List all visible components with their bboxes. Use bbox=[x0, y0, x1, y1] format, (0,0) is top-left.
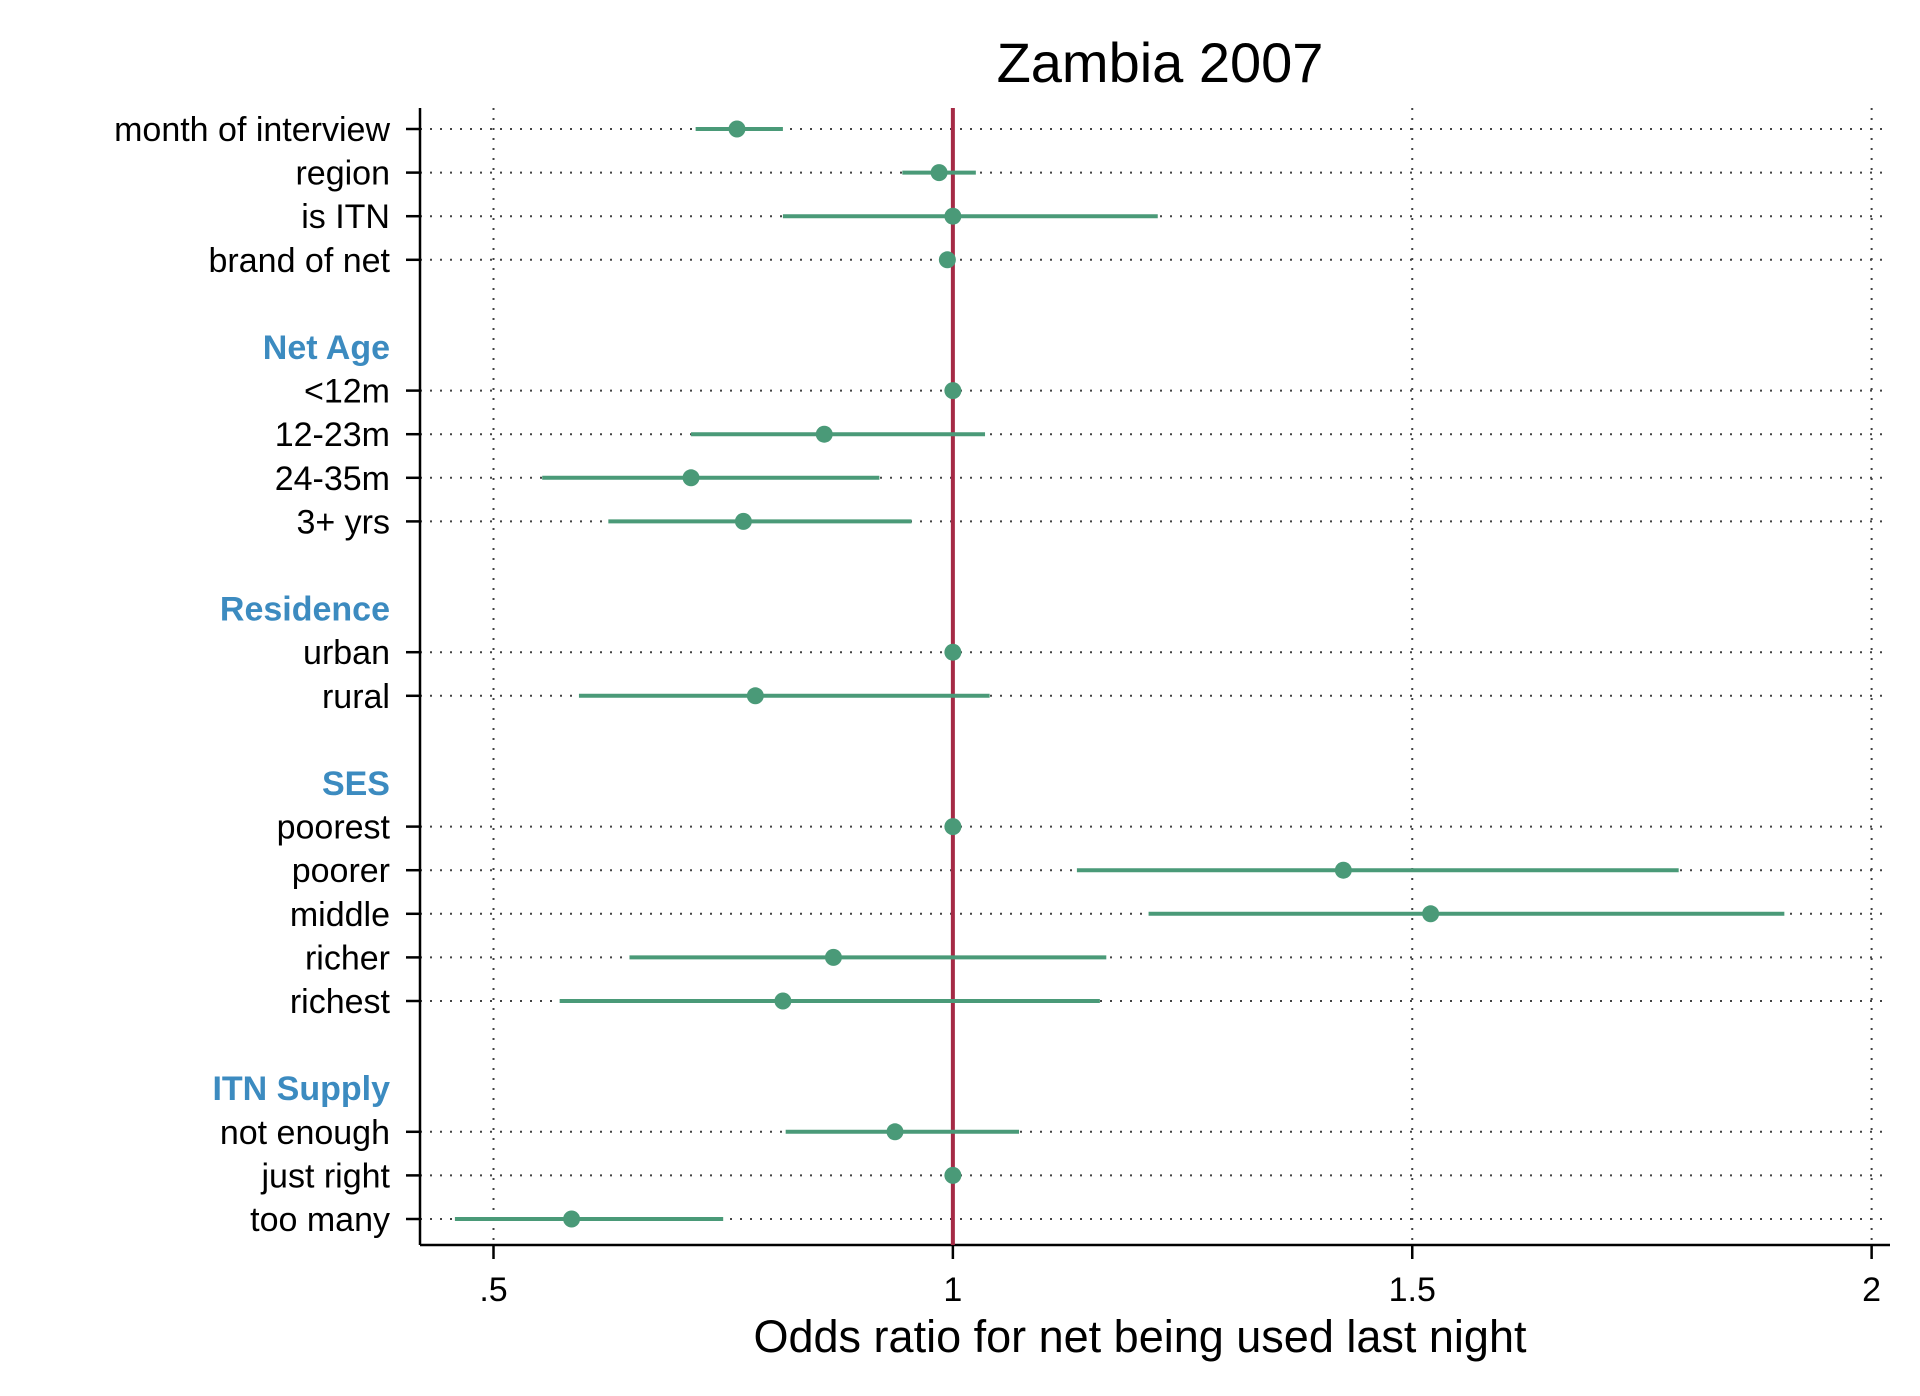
group-label: Net Age bbox=[263, 329, 390, 367]
x-tick-label: 1 bbox=[943, 1271, 962, 1309]
point-marker bbox=[886, 1123, 904, 1141]
group-label: Residence bbox=[220, 591, 390, 629]
row-label: not enough bbox=[220, 1114, 390, 1152]
group-label: SES bbox=[322, 765, 390, 803]
row-label: brand of net bbox=[209, 242, 391, 280]
point-marker bbox=[563, 1210, 581, 1228]
row-label: urban bbox=[303, 634, 390, 672]
row-label: 24-35m bbox=[275, 460, 390, 498]
point-marker bbox=[824, 948, 842, 966]
point-marker bbox=[682, 469, 700, 487]
point-marker bbox=[944, 818, 962, 836]
point-marker bbox=[944, 382, 962, 400]
row-label: 3+ yrs bbox=[296, 503, 390, 541]
grid-layer bbox=[420, 108, 1890, 1245]
point-marker bbox=[944, 1166, 962, 1184]
x-axis-title: Odds ratio for net being used last night bbox=[754, 1311, 1527, 1362]
row-label: <12m bbox=[304, 373, 390, 411]
x-tick-label: .5 bbox=[479, 1271, 507, 1309]
point-marker bbox=[734, 512, 752, 530]
point-marker bbox=[746, 687, 764, 705]
row-label: poorer bbox=[292, 852, 390, 890]
row-label: month of interview bbox=[114, 111, 390, 149]
row-label: rural bbox=[322, 678, 390, 716]
row-label: just right bbox=[261, 1157, 391, 1195]
point-marker bbox=[938, 251, 956, 269]
row-label: poorest bbox=[277, 809, 391, 847]
point-marker bbox=[1422, 905, 1440, 923]
label-layer: month of interview region is ITN brand of n… bbox=[114, 111, 390, 1239]
data-layer bbox=[454, 120, 1785, 1228]
row-label: too many bbox=[250, 1201, 390, 1239]
point-marker bbox=[1334, 861, 1352, 879]
row-label: is ITN bbox=[301, 198, 390, 236]
point-marker bbox=[930, 164, 948, 182]
point-marker bbox=[815, 425, 833, 443]
row-label: 12-23m bbox=[275, 416, 390, 454]
row-label: richest bbox=[290, 983, 391, 1021]
group-label: ITN Supply bbox=[212, 1070, 390, 1108]
point-marker bbox=[944, 643, 962, 661]
point-marker bbox=[944, 207, 962, 225]
x-tick-label: 2 bbox=[1862, 1271, 1881, 1309]
point-marker bbox=[728, 120, 746, 138]
chart-title: Zambia 2007 bbox=[997, 31, 1324, 94]
row-label: middle bbox=[290, 896, 390, 934]
row-label: richer bbox=[305, 939, 390, 977]
axis-layer: .5 1 1.5 2 bbox=[406, 108, 1890, 1309]
row-label: region bbox=[295, 155, 390, 193]
x-tick-label: 1.5 bbox=[1389, 1271, 1436, 1309]
point-marker bbox=[774, 992, 792, 1010]
